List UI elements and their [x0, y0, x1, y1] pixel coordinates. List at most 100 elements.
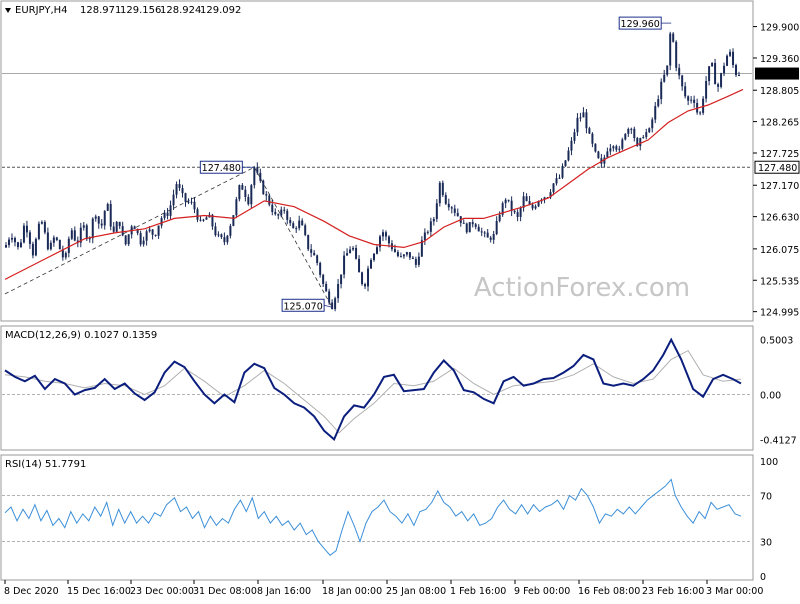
price-tick-label: 126.630	[760, 213, 799, 224]
candle-body	[522, 196, 525, 208]
candle-body	[355, 247, 358, 259]
candle-body	[609, 148, 612, 152]
candle-body	[681, 75, 684, 87]
candle-body	[253, 167, 256, 186]
macd-tick-label: 0.5003	[760, 336, 793, 347]
annotation-label: 129.960	[621, 19, 660, 30]
candle-body	[10, 238, 13, 240]
time-tick-label: 23 Feb 16:00	[642, 586, 704, 597]
candle-body	[684, 86, 687, 97]
time-tick-label: 1 Feb 16:00	[450, 586, 506, 597]
candle-body	[498, 214, 501, 221]
current-price-label: 129.092	[758, 70, 797, 81]
candle-body	[513, 210, 516, 213]
time-tick-label: 9 Feb 00:00	[514, 586, 570, 597]
dropdown-triangle-icon[interactable]	[5, 8, 11, 13]
candle-body	[265, 194, 268, 196]
time-tick-label: 15 Dec 16:00	[67, 586, 131, 597]
candle-body	[450, 207, 453, 209]
candle-body	[136, 228, 139, 234]
time-tick-label: 18 Jan 00:00	[322, 586, 382, 597]
candle-body	[468, 222, 471, 233]
candle-body	[295, 228, 298, 230]
candle-body	[91, 218, 94, 239]
candle-body	[241, 185, 244, 190]
annotation-label: 125.070	[283, 301, 322, 312]
candle-body	[313, 252, 316, 256]
candle-body	[88, 238, 91, 240]
candle-body	[603, 157, 606, 164]
candle-body	[223, 237, 226, 243]
candle-body	[666, 65, 669, 75]
candle-body	[648, 128, 651, 133]
candle-body	[387, 236, 390, 244]
candle-body	[642, 137, 645, 139]
candle-body	[375, 247, 378, 254]
candle-body	[103, 210, 106, 226]
candle-body	[720, 73, 723, 87]
candle-body	[55, 237, 58, 240]
candle-body	[163, 212, 166, 219]
candle-body	[349, 249, 352, 254]
candle-body	[175, 184, 178, 195]
candle-body	[525, 196, 528, 202]
candle-body	[133, 226, 136, 229]
candle-body	[483, 232, 486, 234]
candle-body	[337, 284, 340, 299]
candle-body	[411, 257, 414, 259]
candle-body	[73, 230, 76, 241]
time-tick-label: 23 Dec 00:00	[130, 586, 194, 597]
candle-body	[549, 192, 552, 198]
candle-body	[310, 249, 313, 253]
candle-body	[393, 249, 396, 253]
candle-body	[31, 243, 34, 256]
candle-body	[292, 223, 295, 229]
candle-body	[115, 221, 118, 232]
candle-body	[714, 62, 717, 85]
candle-body	[567, 150, 570, 161]
macd-title: MACD(12,26,9) 0.1027 0.1359	[5, 330, 157, 341]
candle-body	[630, 128, 633, 130]
level-badge	[754, 160, 800, 174]
candle-body	[172, 194, 175, 206]
candle-body	[399, 256, 402, 258]
watermark: ActionForex.com	[474, 273, 690, 303]
macd-layer	[2, 337, 752, 442]
candle-body	[343, 255, 346, 275]
candle-body	[597, 151, 600, 159]
ohlc-low: 128.924	[160, 5, 201, 16]
ohlc-open: 128.971	[80, 5, 121, 16]
candle-body	[588, 128, 591, 134]
candle-body	[37, 223, 40, 239]
time-tick-label: 3 Mar 00:00	[706, 586, 763, 597]
candle-body	[4, 245, 7, 248]
moving-average-line	[4, 88, 744, 280]
candle-body	[501, 203, 504, 215]
time-tick-label: 16 Feb 08:00	[578, 586, 640, 597]
price-tick-label: 129.900	[760, 23, 799, 34]
candle-body	[441, 182, 444, 196]
candle-body	[358, 258, 361, 273]
candle-body	[636, 138, 639, 147]
candle-body	[519, 207, 522, 217]
candle-body	[612, 146, 615, 149]
candle-body	[405, 252, 408, 255]
candle-body	[232, 215, 235, 226]
candle-body	[43, 222, 46, 233]
candle-body	[402, 254, 405, 257]
candle-body	[286, 210, 289, 220]
candle-body	[211, 214, 214, 227]
candle-body	[378, 236, 381, 248]
candle-body	[271, 204, 274, 213]
candle-body	[381, 232, 384, 237]
candle-body	[16, 242, 19, 248]
candle-body	[573, 132, 576, 141]
candle-body	[217, 234, 220, 236]
rsi-line	[4, 478, 742, 556]
candle-body	[534, 206, 537, 209]
candle-body	[531, 204, 534, 209]
candle-body	[582, 112, 585, 118]
candle-body	[61, 249, 64, 258]
candle-body	[160, 218, 163, 226]
candle-body	[663, 74, 666, 82]
